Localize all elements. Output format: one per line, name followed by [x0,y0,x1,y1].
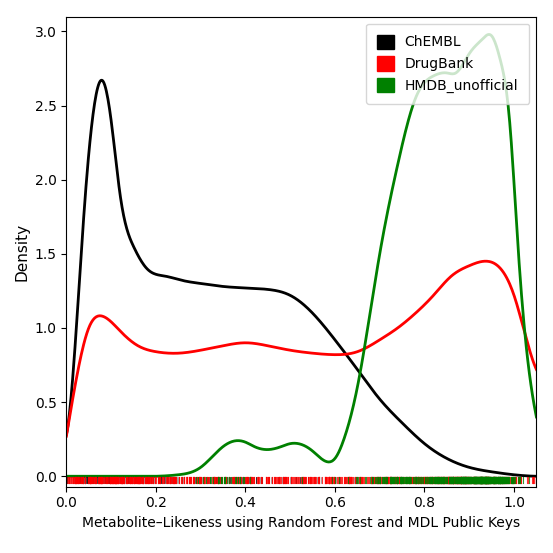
Y-axis label: Density: Density [14,222,29,281]
X-axis label: Metabolite–Likeness using Random Forest and MDL Public Keys: Metabolite–Likeness using Random Forest … [82,516,520,530]
Legend: ChEMBL, DrugBank, HMDB_unofficial: ChEMBL, DrugBank, HMDB_unofficial [366,24,529,104]
